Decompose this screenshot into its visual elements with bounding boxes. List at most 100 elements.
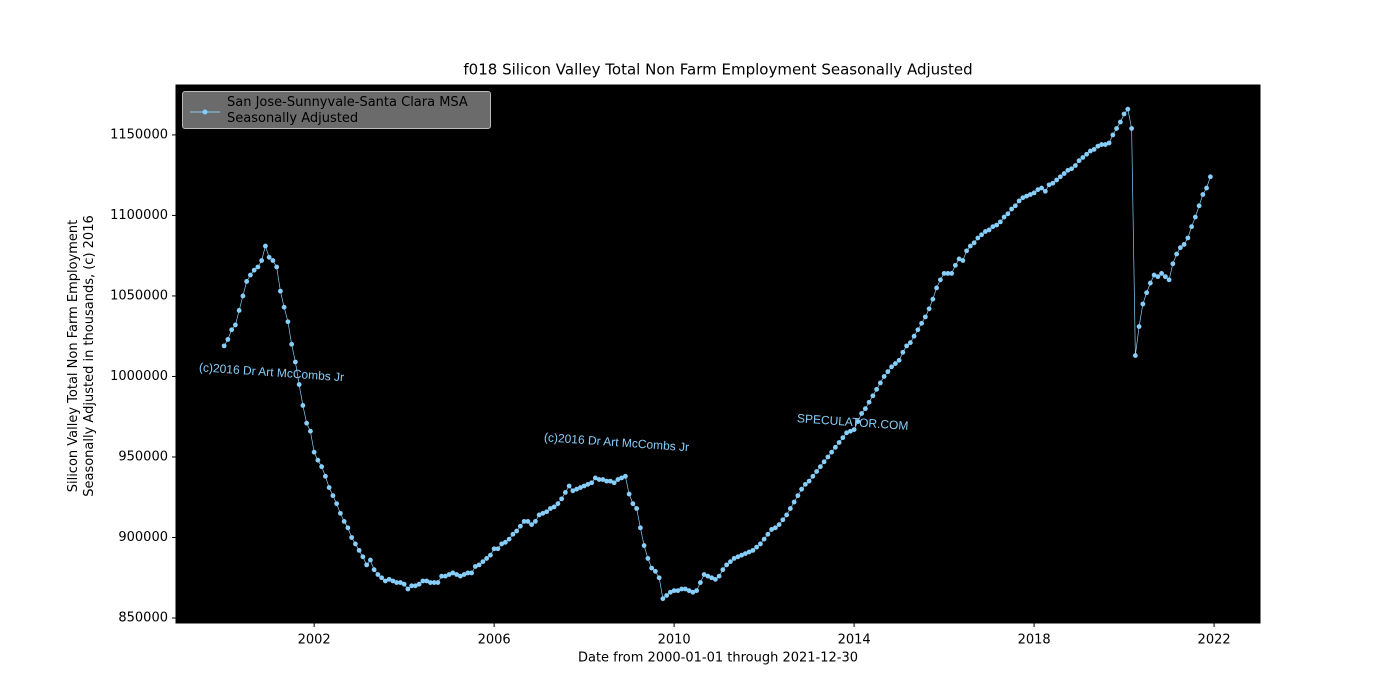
data-point xyxy=(802,481,808,487)
data-point xyxy=(847,428,853,434)
data-point xyxy=(454,572,460,577)
data-point xyxy=(780,517,786,523)
data-point xyxy=(506,536,512,542)
data-point xyxy=(1080,155,1086,160)
data-point xyxy=(525,518,531,524)
data-point xyxy=(570,488,576,494)
x-tick-label: 2002 xyxy=(298,633,331,648)
data-point xyxy=(337,510,343,516)
data-point xyxy=(566,483,572,489)
data-point xyxy=(244,279,250,284)
data-point xyxy=(1136,324,1142,329)
data-point xyxy=(877,380,883,386)
data-point xyxy=(1016,198,1022,204)
data-point xyxy=(611,480,617,486)
data-point xyxy=(922,314,928,320)
data-point xyxy=(1132,353,1138,358)
data-point xyxy=(870,393,876,399)
data-point xyxy=(289,341,295,347)
data-point xyxy=(1009,206,1015,212)
data-point xyxy=(814,469,820,474)
data-point xyxy=(911,333,917,339)
data-point xyxy=(1185,235,1191,241)
data-point xyxy=(712,576,718,582)
data-point xyxy=(645,556,651,561)
data-point xyxy=(787,506,793,511)
data-point xyxy=(416,581,422,587)
data-point xyxy=(502,539,508,545)
data-point xyxy=(1024,193,1029,199)
data-point xyxy=(1001,214,1007,220)
data-point xyxy=(499,541,505,547)
data-point xyxy=(281,304,287,310)
data-point xyxy=(585,481,591,487)
y-tick-label: 850000 xyxy=(118,611,168,626)
data-point xyxy=(491,546,497,552)
data-point xyxy=(1020,195,1026,201)
data-point xyxy=(675,588,681,594)
data-point xyxy=(889,364,895,370)
data-point xyxy=(427,580,433,585)
data-point xyxy=(971,240,977,246)
data-point xyxy=(326,485,332,490)
x-tick-label: 2006 xyxy=(478,633,511,648)
data-point xyxy=(637,525,643,531)
data-point xyxy=(1072,163,1078,168)
data-point xyxy=(1155,274,1161,280)
data-point xyxy=(720,567,726,573)
data-point xyxy=(716,573,722,579)
data-point xyxy=(975,235,981,241)
data-point xyxy=(694,588,700,594)
data-point xyxy=(926,306,932,312)
data-point xyxy=(574,486,580,492)
data-point xyxy=(1095,143,1101,149)
data-point xyxy=(746,549,752,555)
data-point xyxy=(555,501,561,507)
data-point xyxy=(349,535,355,540)
data-point xyxy=(862,406,868,412)
data-point xyxy=(1054,177,1060,183)
data-point xyxy=(1069,166,1074,172)
data-point xyxy=(274,264,280,270)
data-point xyxy=(311,449,317,455)
data-point xyxy=(405,586,411,592)
data-point xyxy=(750,547,756,553)
data-point xyxy=(979,232,984,238)
data-point xyxy=(1125,106,1131,112)
data-point xyxy=(577,485,583,490)
data-point xyxy=(697,580,703,585)
data-point xyxy=(277,288,283,294)
data-point xyxy=(532,518,538,524)
plot-area xyxy=(175,84,1261,624)
data-point xyxy=(649,565,655,571)
data-point xyxy=(285,319,291,325)
data-point xyxy=(810,473,816,479)
data-point xyxy=(949,271,955,276)
data-point xyxy=(1140,301,1146,307)
data-point xyxy=(930,296,936,302)
data-point xyxy=(1050,180,1056,186)
data-point xyxy=(874,386,880,392)
data-point xyxy=(592,475,598,481)
data-point xyxy=(259,258,265,263)
data-point xyxy=(251,267,257,273)
data-point xyxy=(562,490,568,495)
data-point xyxy=(292,359,298,365)
data-point xyxy=(671,588,677,594)
data-point xyxy=(919,320,925,326)
data-point xyxy=(1117,119,1123,125)
data-point xyxy=(626,491,632,497)
data-point xyxy=(634,506,640,511)
data-point xyxy=(615,477,621,482)
data-point xyxy=(1121,111,1127,117)
data-point xyxy=(514,528,520,534)
data-point xyxy=(412,583,418,589)
data-point xyxy=(994,222,1000,228)
data-point xyxy=(900,349,906,355)
data-point xyxy=(832,444,838,450)
data-point xyxy=(821,459,827,465)
data-point xyxy=(630,501,636,507)
data-point xyxy=(742,551,748,556)
data-point xyxy=(581,483,587,489)
